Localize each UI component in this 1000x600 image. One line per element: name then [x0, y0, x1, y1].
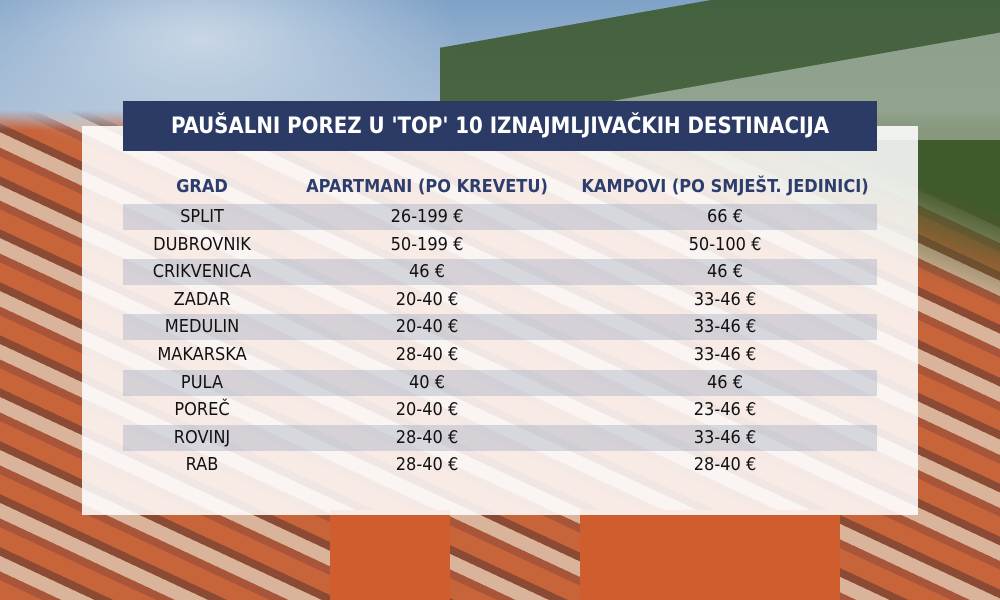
table-cell: 28-40 €: [395, 426, 459, 448]
table-panel: [82, 126, 918, 515]
table-cell: 20-40 €: [395, 399, 459, 421]
table-cell: 66 €: [706, 206, 744, 227]
row-band: [123, 314, 877, 341]
table-cell: 33-46 €: [693, 316, 757, 338]
table-cell: ZADAR: [173, 288, 231, 310]
table-cell: 28-40 €: [693, 454, 757, 476]
table-cell: MEDULIN: [164, 316, 240, 338]
table-cell: CRIKVENICA: [152, 261, 252, 283]
table-cell: 26-199 €: [390, 206, 464, 227]
table-cell: PULA: [180, 371, 224, 393]
table-cell: 46 €: [706, 261, 744, 283]
table-cell: 33-46 €: [693, 288, 757, 310]
row-band: [123, 259, 877, 286]
table-cell: 40 €: [408, 371, 446, 393]
table-cell: 50-100 €: [688, 233, 762, 255]
row-band: [123, 369, 877, 396]
table-cell: 28-40 €: [395, 344, 459, 365]
table-cell: 20-40 €: [395, 288, 459, 310]
background-roof: [580, 510, 840, 600]
table-cell: 28-40 €: [395, 454, 459, 476]
table-cell: 46 €: [408, 261, 446, 283]
background-roof: [330, 510, 450, 600]
column-header: GRAD: [176, 176, 228, 197]
row-band: [123, 424, 877, 451]
title: PAUŠALNI POREZ U 'TOP' 10 IZNAJMLJIVAČKI…: [123, 101, 877, 151]
table-cell: SPLIT: [180, 206, 224, 227]
table-cell: 46 €: [706, 371, 744, 393]
table-cell: ROVINJ: [173, 426, 231, 448]
table-cell: 50-199 €: [390, 233, 464, 255]
table-cell: 33-46 €: [693, 426, 757, 448]
table-cell: 23-46 €: [693, 399, 757, 421]
column-header: APARTMANI (PO KREVETU): [306, 176, 548, 197]
column-header: KAMPOVI (PO SMJEŠT. JEDINICI): [581, 176, 869, 197]
row-band: [123, 204, 877, 230]
table-cell: MAKARSKA: [157, 344, 247, 365]
table-cell: POREČ: [174, 399, 230, 421]
table-cell: 20-40 €: [395, 316, 459, 338]
table-cell: RAB: [185, 454, 219, 476]
table-cell: DUBROVNIK: [153, 233, 251, 255]
table-cell: 33-46 €: [693, 344, 757, 365]
